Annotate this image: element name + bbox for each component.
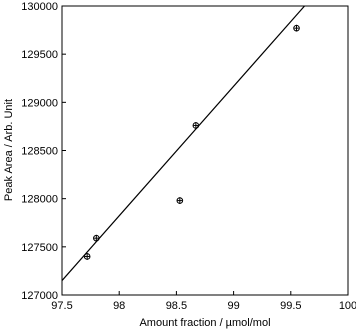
y-tick-label: 128500 <box>21 146 58 158</box>
point <box>293 24 300 32</box>
y-tick-label: 128000 <box>21 194 58 206</box>
y-tick-label: 127500 <box>21 242 58 254</box>
x-tick-label: 99 <box>227 300 239 312</box>
y-tick-label: 129500 <box>21 49 58 61</box>
x-tick-label: 100 <box>339 300 356 312</box>
plot-frame <box>61 5 349 296</box>
x-tick-label: 98.5 <box>166 300 187 312</box>
y-tick-label: 127000 <box>21 290 58 302</box>
x-axis-label: Amount fraction / µmol/mol <box>139 317 270 329</box>
x-tick-label: 97.5 <box>51 300 72 312</box>
point <box>83 253 91 260</box>
x-tick-label: 98 <box>113 300 125 312</box>
y-tick-label: 130000 <box>21 1 58 13</box>
point <box>176 197 184 204</box>
x-tick-label: 99.5 <box>280 300 301 312</box>
y-axis-label: Peak Area / Arb. Unit <box>3 99 15 201</box>
fit-line <box>61 5 305 281</box>
y-tick-label: 129000 <box>21 97 58 109</box>
